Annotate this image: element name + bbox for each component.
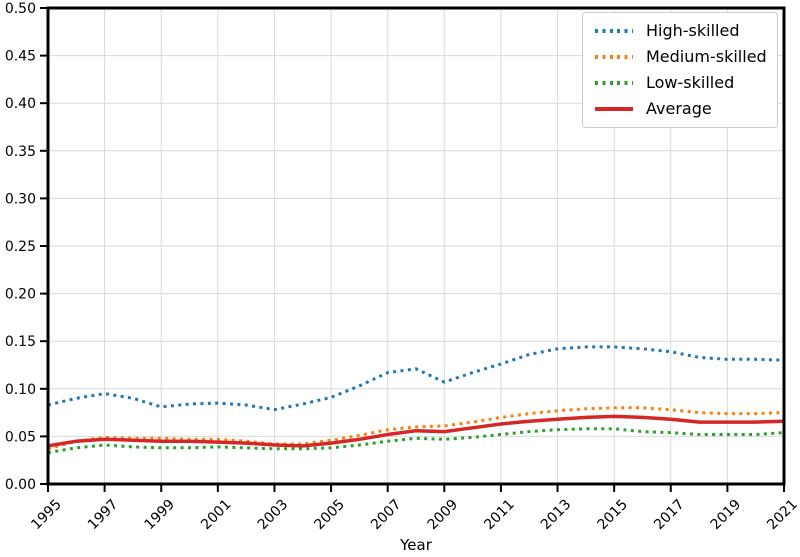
legend-label: High-skilled xyxy=(646,21,740,40)
x-axis-title: Year xyxy=(399,536,433,554)
x-tick-label: 2003 xyxy=(255,497,292,534)
series-line-medium-skilled xyxy=(47,406,785,451)
y-tick-label: 0.40 xyxy=(5,96,36,112)
legend-line-sample-low-skilled xyxy=(595,81,633,85)
x-tick-label: 1999 xyxy=(142,497,179,534)
x-tick-label: 2019 xyxy=(708,497,745,534)
x-tick-label: 1997 xyxy=(85,497,122,534)
y-tick-label: 0.15 xyxy=(5,334,36,350)
legend-label: Average xyxy=(646,99,712,118)
x-tick-label: 2013 xyxy=(538,497,575,534)
x-tick-label: 2005 xyxy=(311,497,348,534)
x-tick-label: 2007 xyxy=(368,497,405,534)
series-line-average xyxy=(47,414,785,448)
y-tick-label: 0.05 xyxy=(5,429,36,445)
y-tick-label: 0.50 xyxy=(5,1,36,17)
legend-line-sample-high-skilled xyxy=(595,29,633,33)
legend-item-high-skilled: High-skilled xyxy=(595,22,767,40)
x-tick-label: 2015 xyxy=(594,497,631,534)
legend-item-low-skilled: Low-skilled xyxy=(595,74,767,92)
legend-item-average: Average xyxy=(595,100,767,118)
legend-item-medium-skilled: Medium-skilled xyxy=(595,48,767,66)
y-tick-label: 0.00 xyxy=(5,477,36,493)
legend-line-sample-average xyxy=(595,107,633,111)
series-line-high-skilled xyxy=(47,345,785,412)
y-tick-label: 0.10 xyxy=(5,382,36,398)
x-tick-label: 2017 xyxy=(651,497,688,534)
legend-label: Medium-skilled xyxy=(646,47,767,66)
x-tick-label: 2011 xyxy=(481,497,518,534)
legend-line-sample-medium-skilled xyxy=(595,55,633,59)
x-tick-label: 2009 xyxy=(425,497,462,534)
y-tick-label: 0.35 xyxy=(5,144,36,160)
x-tick-label: 2001 xyxy=(198,497,235,534)
axis-ticks xyxy=(40,7,785,492)
y-tick-label: 0.20 xyxy=(5,287,36,303)
x-tick-label: 2021 xyxy=(764,497,800,534)
x-tick-label: 1995 xyxy=(28,497,65,534)
y-tick-label: 0.45 xyxy=(5,49,36,65)
series-line-low-skilled xyxy=(47,427,785,455)
legend-label: Low-skilled xyxy=(646,73,735,92)
chart-legend: High-skilled Medium-skilled Low-skilled Ave… xyxy=(582,12,778,128)
y-tick-label: 0.25 xyxy=(5,239,36,255)
y-tick-label: 0.30 xyxy=(5,191,36,207)
